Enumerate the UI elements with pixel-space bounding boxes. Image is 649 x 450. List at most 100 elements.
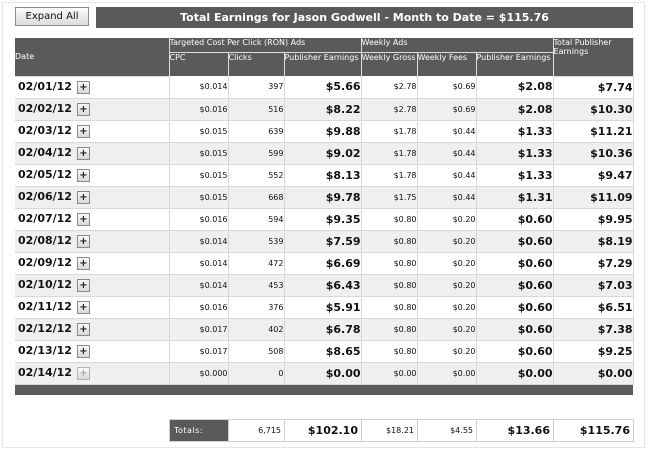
expand-row-button[interactable]: +	[76, 124, 90, 138]
cell-publisher-earnings: $5.91	[284, 296, 362, 319]
cell-date: 02/13/12 +	[15, 340, 170, 363]
cell-publisher-earnings: $6.43	[284, 274, 362, 297]
cell-clicks: 594	[228, 208, 285, 231]
cell-clicks: 397	[228, 76, 285, 99]
cell-clicks: 639	[228, 120, 285, 143]
cell-weekly-publisher-earnings: $2.08	[476, 98, 554, 121]
row-date: 02/12/12	[18, 322, 72, 336]
report-toolbar: Expand All Total Earnings for Jason Godw…	[15, 7, 633, 28]
cell-publisher-earnings: $6.78	[284, 318, 362, 341]
cell-weekly-publisher-earnings: $1.33	[476, 120, 554, 143]
table-row: 02/10/12 + $0.014 453 $6.43 $0.80 $0.20 $0.60 $7…	[15, 274, 634, 297]
cell-weekly-publisher-earnings: $0.60	[476, 230, 554, 253]
cell-date: 02/08/12 +	[15, 230, 170, 253]
cell-date: 02/09/12 +	[15, 252, 170, 275]
cell-weekly-fees: $0.00	[417, 362, 477, 385]
cell-total-publisher-earnings: $8.19	[553, 230, 634, 253]
cell-weekly-fees: $0.69	[417, 98, 477, 121]
expand-row-button[interactable]: +	[76, 278, 90, 292]
cell-cpc: $0.016	[169, 296, 229, 319]
row-date: 02/05/12	[18, 168, 72, 182]
column-header-weekly-gross: Weekly Gross	[361, 52, 418, 76]
cell-total-publisher-earnings: $9.95	[553, 208, 634, 231]
cell-weekly-fees: $0.20	[417, 230, 477, 253]
cell-cpc: $0.015	[169, 164, 229, 187]
cell-date: 02/06/12 +	[15, 186, 170, 209]
totals-label: Totals:	[169, 419, 229, 442]
cell-weekly-gross: $0.80	[361, 340, 418, 363]
row-date: 02/06/12	[18, 190, 72, 204]
expand-row-button[interactable]: +	[76, 234, 90, 248]
expand-row-button[interactable]: +	[76, 322, 90, 336]
table-row: 02/02/12 + $0.016 516 $8.22 $2.78 $0.69 $2.08 $1…	[15, 98, 634, 121]
expand-row-button[interactable]: +	[76, 80, 90, 94]
expand-row-button[interactable]: +	[76, 212, 90, 226]
row-date: 02/02/12	[18, 102, 72, 116]
cell-clicks: 599	[228, 142, 285, 165]
column-header-date: Date	[15, 38, 170, 77]
cell-weekly-gross: $1.75	[361, 186, 418, 209]
cell-date: 02/04/12 +	[15, 142, 170, 165]
cell-total-publisher-earnings: $11.21	[553, 120, 634, 143]
totals-weekly-gross: $18.21	[361, 419, 418, 442]
header-row: CPC Clicks Publisher Earnings Weekly Gro…	[15, 52, 633, 76]
cell-weekly-fees: $0.20	[417, 274, 477, 297]
cell-total-publisher-earnings: $7.74	[553, 76, 634, 99]
cell-total-publisher-earnings: $0.00	[553, 362, 634, 385]
expand-row-button[interactable]: +	[76, 190, 90, 204]
cell-total-publisher-earnings: $9.25	[553, 340, 634, 363]
row-date: 02/09/12	[18, 256, 72, 270]
cell-date: 02/05/12 +	[15, 164, 170, 187]
cell-date: 02/10/12 +	[15, 274, 170, 297]
totals-total-publisher-earnings: $115.76	[553, 419, 634, 442]
cell-publisher-earnings: $9.35	[284, 208, 362, 231]
cell-weekly-gross: $0.80	[361, 274, 418, 297]
expand-row-button[interactable]: +	[76, 344, 90, 358]
row-date: 02/01/12	[18, 80, 72, 94]
expand-row-button[interactable]: +	[76, 168, 90, 182]
cell-date: 02/14/12 +	[15, 362, 170, 385]
cell-publisher-earnings: $9.02	[284, 142, 362, 165]
cell-clicks: 516	[228, 98, 285, 121]
cell-weekly-fees: $0.44	[417, 164, 477, 187]
cell-clicks: 539	[228, 230, 285, 253]
cell-date: 02/11/12 +	[15, 296, 170, 319]
table-row: 02/05/12 + $0.015 552 $8.13 $1.78 $0.44 $1.33 $9…	[15, 164, 634, 187]
table-row: 02/04/12 + $0.015 599 $9.02 $1.78 $0.44 $1.33 $1…	[15, 142, 634, 165]
column-group-targeted-cpc: Targeted Cost Per Click (RON) Ads	[169, 38, 362, 53]
cell-publisher-earnings: $9.88	[284, 120, 362, 143]
cell-weekly-gross: $0.80	[361, 252, 418, 275]
expand-row-button[interactable]: +	[76, 146, 90, 160]
cell-clicks: 402	[228, 318, 285, 341]
header-group-row: Date Targeted Cost Per Click (RON) Ads W…	[15, 38, 634, 77]
column-header-clicks: Clicks	[228, 52, 285, 76]
cell-date: 02/01/12 +	[15, 76, 170, 99]
cell-clicks: 668	[228, 186, 285, 209]
cell-clicks: 376	[228, 296, 285, 319]
cell-weekly-fees: $0.44	[417, 142, 477, 165]
cell-cpc: $0.014	[169, 76, 229, 99]
table-row: 02/06/12 + $0.015 668 $9.78 $1.75 $0.44 $1.31 $1…	[15, 186, 634, 209]
expand-row-button[interactable]: +	[76, 256, 90, 270]
cell-weekly-gross: $1.78	[361, 120, 418, 143]
cell-publisher-earnings: $8.65	[284, 340, 362, 363]
row-date: 02/04/12	[18, 146, 72, 160]
expand-row-button[interactable]: +	[76, 300, 90, 314]
cell-weekly-publisher-earnings: $1.33	[476, 142, 554, 165]
cell-weekly-gross: $0.80	[361, 230, 418, 253]
row-date: 02/10/12	[18, 278, 72, 292]
expand-row-button[interactable]: +	[76, 102, 90, 116]
cell-publisher-earnings: $9.78	[284, 186, 362, 209]
cell-cpc: $0.014	[169, 252, 229, 275]
cell-total-publisher-earnings: $10.36	[553, 142, 634, 165]
cell-weekly-fees: $0.44	[417, 120, 477, 143]
table-row: 02/11/12 + $0.016 376 $5.91 $0.80 $0.20 $0.60 $6…	[15, 296, 634, 319]
cell-publisher-earnings: $8.13	[284, 164, 362, 187]
cell-clicks: 472	[228, 252, 285, 275]
cell-total-publisher-earnings: $7.03	[553, 274, 634, 297]
cell-weekly-publisher-earnings: $2.08	[476, 76, 554, 99]
cell-cpc: $0.014	[169, 230, 229, 253]
column-header-total-publisher-earnings: Total Publisher Earnings	[553, 38, 634, 77]
expand-all-button[interactable]: Expand All	[15, 7, 89, 26]
cell-cpc: $0.000	[169, 362, 229, 385]
